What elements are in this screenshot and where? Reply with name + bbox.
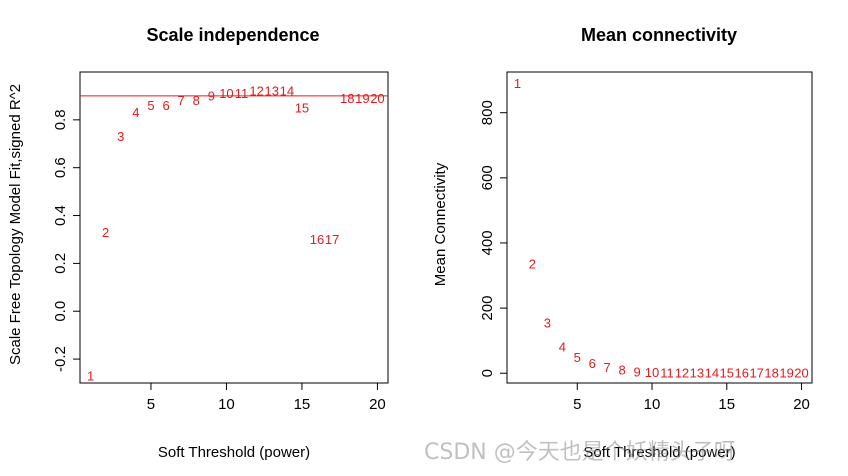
chart1-x-tick-label: 10 — [218, 396, 235, 413]
chart1-y-tick-label: 0.4 — [52, 205, 69, 226]
chart2-plot-frame — [506, 71, 813, 384]
chart1-title: Scale independence — [146, 25, 319, 45]
chart1-x-tick-label: 5 — [147, 396, 155, 413]
chart1-point-label: 9 — [208, 88, 215, 103]
chart2-point-label: 20 — [794, 366, 808, 381]
chart2-point-label: 4 — [559, 340, 566, 355]
chart1-point-label: 4 — [132, 105, 139, 120]
chart1-point-label: 19 — [355, 91, 369, 106]
chart2-x-tick-label: 10 — [644, 396, 661, 413]
chart1-point-label: 16 — [310, 232, 324, 247]
chart2-x-tick-label: 20 — [793, 396, 810, 413]
chart2-point-label: 11 — [660, 365, 674, 380]
chart2-point-label: 18 — [764, 366, 778, 381]
chart2-point-label: 9 — [633, 364, 640, 379]
chart2-y-tick-label: 400 — [479, 230, 496, 255]
chart2-point-label: 14 — [705, 366, 719, 381]
chart2-point-label: 16 — [734, 366, 748, 381]
chart2-y-tick-label: 200 — [479, 296, 496, 321]
chart2-point-label: 1 — [514, 76, 521, 91]
chart1-x-tick-label: 15 — [294, 396, 311, 413]
chart1-y-tick-label: 0.0 — [52, 301, 69, 322]
chart1-point-label: 17 — [325, 232, 339, 247]
chart2-y-tick-label: 600 — [479, 165, 496, 190]
chart2-point-label: 12 — [675, 365, 689, 380]
chart1-point-label: 11 — [235, 86, 249, 101]
chart2-y-tick-label: 800 — [479, 100, 496, 125]
chart2-point-label: 15 — [720, 366, 734, 381]
chart1-x-tick-label: 20 — [369, 396, 386, 413]
chart1-point-label: 13 — [265, 84, 279, 99]
chart1-y-tick-label: -0.2 — [52, 346, 69, 372]
chart2-point-label: 17 — [749, 366, 763, 381]
chart1-point-label: 12 — [249, 84, 263, 99]
chart2-x-axis-label: Soft Threshold (power) — [583, 444, 735, 461]
csdn-watermark: CSDN @今天也是个妖精头子呀 — [424, 440, 736, 465]
chart2-point-label: 10 — [645, 365, 659, 380]
chart2-title: Mean connectivity — [581, 25, 737, 45]
chart2-point-label: 6 — [589, 356, 596, 371]
chart2-y-axis-label: Mean Connectivity — [432, 162, 449, 286]
chart2-point-label: 5 — [574, 350, 581, 365]
chart1-point-label: 18 — [340, 91, 354, 106]
chart2-point-label: 13 — [690, 366, 704, 381]
chart1-point-label: 15 — [295, 100, 309, 115]
chart1-point-label: 2 — [102, 225, 109, 240]
chart1-point-label: 5 — [147, 98, 154, 113]
chart2-y-tick-label: 0 — [479, 369, 496, 377]
chart1-point-label: 3 — [117, 129, 124, 144]
chart1-point-label: 7 — [178, 93, 185, 108]
chart2-x-tick-label: 5 — [573, 396, 581, 413]
chart2-point-label: 8 — [619, 362, 626, 377]
chart2-point-label: 19 — [779, 366, 793, 381]
chart2-point-label: 3 — [544, 315, 551, 330]
chart2-x-tick-label: 15 — [718, 396, 735, 413]
chart1-plot-frame — [79, 71, 389, 384]
chart1-point-label: 10 — [219, 86, 233, 101]
chart2-point-label: 7 — [604, 360, 611, 375]
chart1-point-label: 8 — [193, 93, 200, 108]
chart2-point-label: 2 — [529, 257, 536, 272]
chart1-point-label: 20 — [370, 91, 384, 106]
chart1-y-tick-label: 0.8 — [52, 109, 69, 130]
chart1-y-tick-label: 0.2 — [52, 253, 69, 274]
chart1-y-tick-label: 0.6 — [52, 157, 69, 178]
chart1-point-label: 6 — [162, 98, 169, 113]
chart1-y-axis-label: Scale Free Topology Model Fit,signed R^2 — [7, 84, 24, 365]
chart1-point-label: 1 — [87, 368, 94, 383]
chart1-x-axis-label: Soft Threshold (power) — [158, 444, 310, 461]
chart1-point-label: 14 — [280, 84, 294, 99]
